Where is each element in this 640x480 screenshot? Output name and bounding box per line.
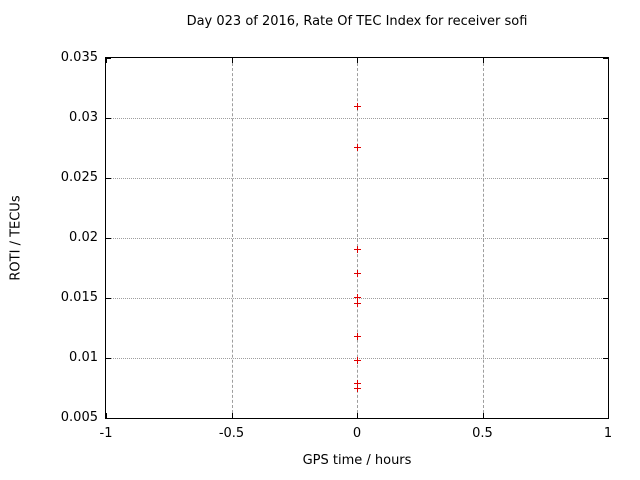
x-axis-tick-bottom [608, 413, 609, 418]
data-point-marker [354, 333, 361, 341]
x-axis-tick-top [482, 58, 484, 63]
x-axis-tick-bottom [106, 413, 107, 418]
x-axis-tick-bottom [231, 413, 233, 418]
x-tick-label: -1 [99, 426, 113, 441]
data-point-marker [354, 380, 361, 388]
vertical-gridline [231, 58, 233, 418]
y-axis-tick-left [106, 418, 111, 419]
y-axis-tick-right [603, 178, 608, 179]
x-tick-label: 0.5 [472, 426, 493, 441]
x-axis-tick-bottom [357, 413, 358, 418]
y-axis-tick-left [106, 118, 111, 119]
x-tick-label: 0 [352, 426, 362, 441]
chart-title: Day 023 of 2016, Rate Of TEC Index for r… [186, 14, 528, 29]
y-axis-tick-right [603, 358, 608, 359]
y-axis-tick-left [106, 178, 111, 179]
data-point-marker [354, 103, 361, 110]
y-tick-label: 0.005 [60, 410, 98, 425]
data-point-marker [354, 269, 361, 277]
data-point-marker [354, 299, 361, 307]
x-axis-tick-top [106, 58, 107, 63]
vertical-gridline [357, 58, 358, 418]
y-axis-tick-left [106, 358, 111, 359]
y-axis-tick-right [603, 298, 608, 299]
y-axis-tick-left [106, 298, 111, 299]
y-axis-tick-right [603, 58, 608, 59]
x-axis-tick-top [357, 58, 358, 63]
x-axis-tick-top [231, 58, 233, 63]
data-point-marker [354, 357, 361, 365]
data-point-marker [354, 143, 361, 151]
vertical-gridline [482, 58, 484, 418]
y-axis-tick-right [603, 418, 608, 419]
y-axis-tick-left [106, 238, 111, 239]
y-axis-tick-right [603, 238, 608, 239]
x-tick-label: 1 [603, 426, 613, 441]
x-tick-label: -0.5 [218, 426, 245, 441]
y-tick-label: 0.01 [69, 350, 98, 365]
y-tick-label: 0.02 [69, 230, 98, 245]
data-point-marker [354, 385, 361, 392]
y-tick-label: 0.015 [60, 290, 98, 305]
data-point-marker [354, 293, 361, 301]
x-axis-tick-top [608, 58, 609, 63]
y-tick-label: 0.03 [69, 110, 98, 125]
y-axis-tick-right [603, 118, 608, 119]
x-axis-tick-bottom [482, 413, 484, 418]
y-tick-label: 0.035 [60, 50, 98, 65]
y-axis-tick-left [106, 58, 111, 59]
y-tick-label: 0.025 [60, 170, 98, 185]
data-point-marker [354, 245, 361, 253]
x-axis-label: GPS time / hours [302, 453, 412, 468]
